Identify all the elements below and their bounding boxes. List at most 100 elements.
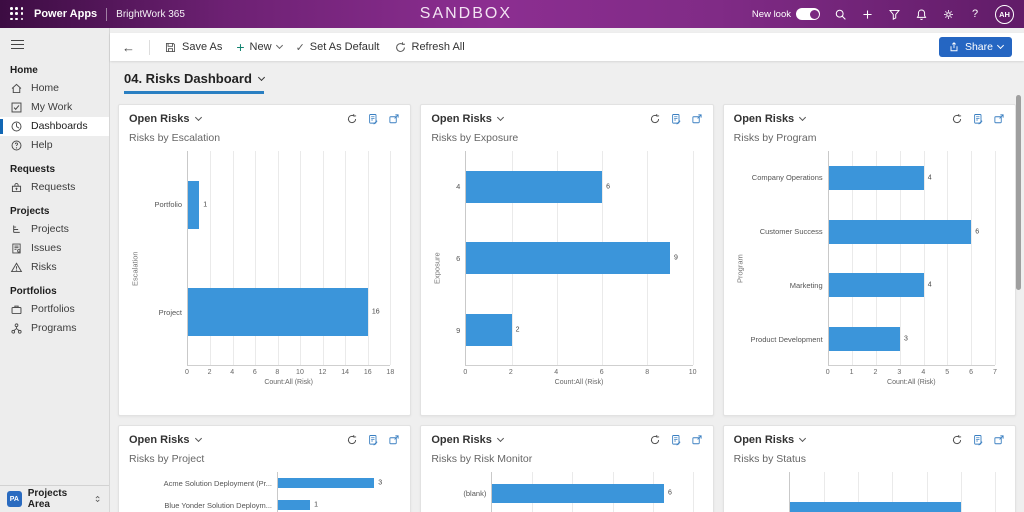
category-label: 9 [456,325,461,335]
card-view-selector[interactable]: Open Risks [734,434,807,446]
card-view-selector[interactable]: Open Risks [734,113,807,125]
card-refresh-button[interactable] [649,434,661,446]
bar-acme-solution-deployment-pr[interactable] [278,478,375,488]
bar-value-label: 1 [203,201,208,209]
card-popout-button[interactable] [388,113,400,125]
card-refresh-button[interactable] [951,113,963,125]
back-button[interactable]: ← [122,39,135,55]
tick-label: 2 [508,369,513,376]
x-axis-title: Count:All (Risk) [554,379,604,386]
card-view-selector[interactable]: Open Risks [431,434,504,446]
card-popout-button[interactable] [388,434,400,446]
bar-marketing[interactable] [828,273,924,298]
tick-label: 4 [230,369,235,376]
card-view-selector[interactable]: Open Risks [129,434,202,446]
sidebar-item-my-work[interactable]: My Work [0,98,109,117]
share-button[interactable]: Share [938,37,1012,57]
sidebar-item-portfolios[interactable]: Portfolios [0,300,109,319]
card-report-button[interactable] [972,434,984,446]
chart-row: 16 [188,259,390,367]
add-icon[interactable] [860,7,874,21]
sidebar-item-projects[interactable]: Projects [0,220,109,239]
chart-card-risks-by-escalation: Open Risks Risks by Escalation Escalation P… [118,104,412,416]
chart-row: 6 [492,472,692,512]
bar-9[interactable] [466,314,512,347]
card-popout-button[interactable] [993,434,1005,446]
environment-name[interactable]: BrightWork 365 [116,8,185,20]
sidebar-item-dashboards[interactable]: Dashboards [0,116,109,136]
sidebar-item-home[interactable]: Home [0,79,109,98]
save-icon [165,42,176,52]
card-view-selector[interactable]: Open Risks [129,113,202,125]
new-button[interactable]: + New [236,40,283,54]
search-icon[interactable] [833,7,847,21]
bar-blue-yonder-solution-deploym[interactable] [278,500,311,510]
card-refresh-button[interactable] [951,434,963,446]
card-report-button[interactable] [972,113,984,125]
chart-row: 3 [278,472,390,494]
sidebar-item-help[interactable]: Help [0,136,109,155]
card-refresh-button[interactable] [346,113,358,125]
gridline [876,151,878,365]
card-report-button[interactable] [367,434,379,446]
bar-value-label: 4 [927,281,932,289]
sidebar-item-programs[interactable]: Programs [0,319,109,338]
bell-icon[interactable] [914,7,928,21]
bar-6[interactable] [466,242,671,275]
gear-icon[interactable] [941,7,955,21]
help-icon[interactable]: ? [971,8,979,20]
card-report-button[interactable] [367,113,379,125]
bar-portfolio[interactable] [188,180,200,229]
bar-project[interactable] [188,288,368,337]
report-icon [974,435,983,446]
chart: Program Company Operations Customer Succes… [734,151,1005,386]
dashboard-selector[interactable]: 04. Risks Dashboard [124,71,265,94]
new-look-toggle[interactable] [796,8,820,20]
card-popout-button[interactable] [993,113,1005,125]
bar-value-label: 4 [927,174,932,182]
bar-value-label: 3 [903,335,908,343]
card-refresh-button[interactable] [346,434,358,446]
sidebar-item-issues[interactable]: Issues [0,239,109,258]
bar-4[interactable] [466,170,603,203]
refresh-all-button[interactable]: Refresh All [394,41,465,54]
bar-product-development[interactable] [828,327,900,352]
avatar[interactable]: AH [995,4,1014,24]
set-as-default-button[interactable]: ✓ Set As Default [296,41,380,54]
save-as-button[interactable]: Save As [164,41,222,54]
card-report-button[interactable] [670,113,682,125]
refresh-icon [952,113,962,124]
filter-icon[interactable] [887,7,901,21]
gridline [255,151,257,365]
bar-unlabeled[interactable] [789,502,961,512]
app-name[interactable]: Power Apps [34,8,98,20]
hamburger-icon[interactable] [0,28,109,56]
sidebar-item-requests[interactable]: Requests [0,178,109,197]
card-popout-button[interactable] [691,113,703,125]
bar-value-label: 6 [668,489,672,497]
category-label: Customer Success [759,227,823,237]
waffle-icon[interactable] [10,7,24,21]
sidebar-item-risks[interactable]: Risks [0,258,109,277]
chart [734,472,1005,512]
sidebar-item-label: Risks [31,261,57,273]
gridline [210,151,212,365]
bar-blank[interactable] [492,483,665,503]
chart: (blank) 61 [431,472,702,512]
sidebar-item-label: Portfolios [31,303,75,315]
refresh-icon [395,41,405,52]
vertical-scrollbar[interactable] [1016,95,1021,290]
bar-company-operations[interactable] [828,165,924,190]
share-label: Share [964,41,993,53]
area-switcher[interactable]: PA Projects Area [0,485,109,512]
tick-label: 16 [363,369,372,376]
card-view-selector[interactable]: Open Risks [431,113,504,125]
bar-customer-success[interactable] [828,219,972,244]
tick-label: 2 [873,369,878,376]
card-report-button[interactable] [670,434,682,446]
card-header: Open Risks [431,434,702,446]
tick-label: 0 [825,369,830,376]
card-popout-button[interactable] [691,434,703,446]
card-refresh-button[interactable] [649,113,661,125]
chart-row: 9 [466,223,692,295]
